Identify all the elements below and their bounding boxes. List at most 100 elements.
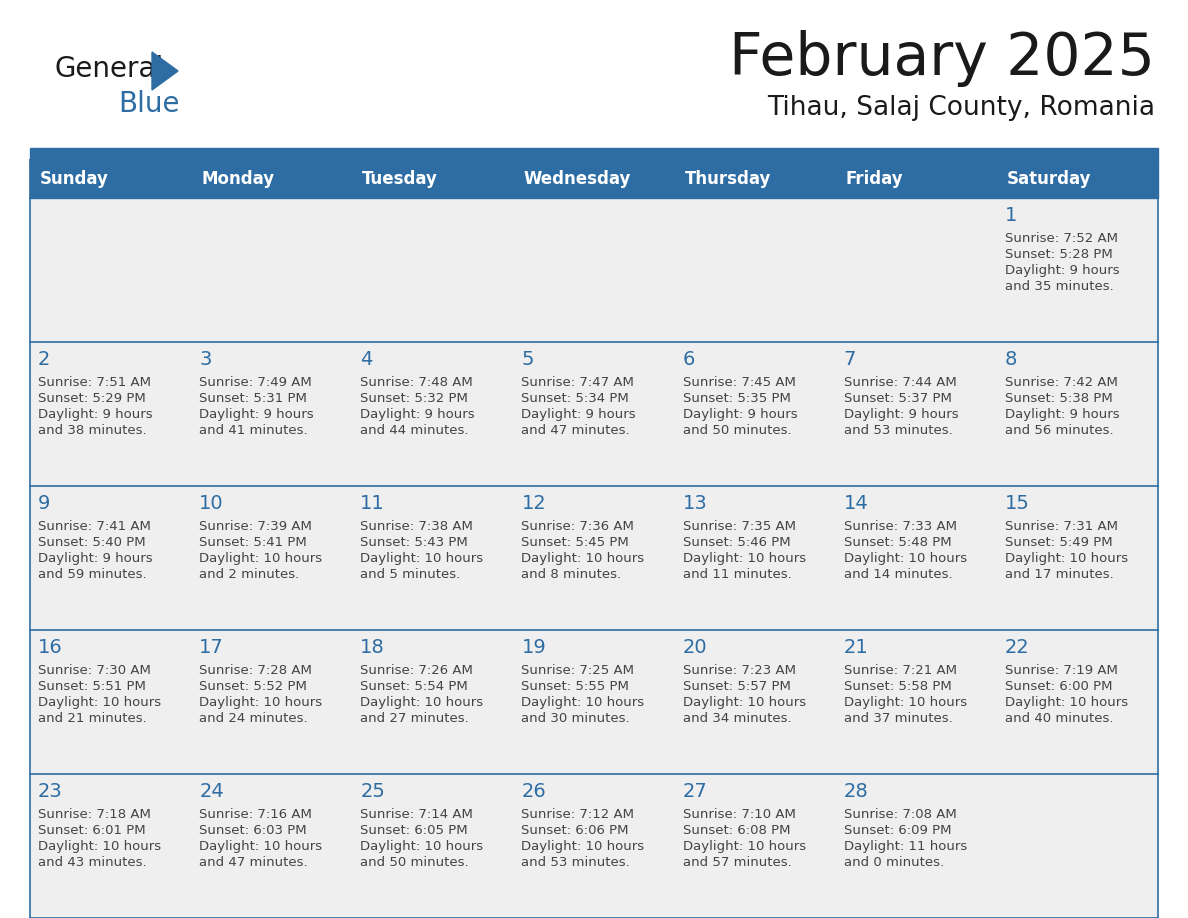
Text: and 47 minutes.: and 47 minutes. [522,424,630,437]
Polygon shape [152,52,178,90]
Bar [191,486,353,630]
Bar [30,342,191,486]
Text: Daylight: 9 hours: Daylight: 9 hours [38,408,152,421]
Bar [513,774,675,918]
Text: Sunrise: 7:52 AM: Sunrise: 7:52 AM [1005,232,1118,245]
Text: Sunset: 5:32 PM: Sunset: 5:32 PM [360,392,468,405]
Text: Daylight: 10 hours: Daylight: 10 hours [683,552,805,565]
Bar [675,198,835,342]
Text: 12: 12 [522,494,546,513]
Text: Sunset: 5:28 PM: Sunset: 5:28 PM [1005,248,1113,261]
Text: Sunrise: 7:14 AM: Sunrise: 7:14 AM [360,808,473,821]
Text: Daylight: 9 hours: Daylight: 9 hours [360,408,475,421]
Bar [997,486,1158,630]
Text: 15: 15 [1005,494,1030,513]
Text: Sunrise: 7:10 AM: Sunrise: 7:10 AM [683,808,796,821]
Text: Sunrise: 7:35 AM: Sunrise: 7:35 AM [683,520,796,533]
Text: Sunrise: 7:25 AM: Sunrise: 7:25 AM [522,664,634,677]
Bar [835,198,997,342]
Text: Daylight: 10 hours: Daylight: 10 hours [843,696,967,709]
Text: Daylight: 9 hours: Daylight: 9 hours [522,408,636,421]
Bar [191,342,353,486]
Text: Sunset: 5:49 PM: Sunset: 5:49 PM [1005,536,1112,549]
Text: 2: 2 [38,350,50,369]
Text: and 8 minutes.: and 8 minutes. [522,568,621,581]
Text: Sunrise: 7:39 AM: Sunrise: 7:39 AM [200,520,312,533]
Bar [353,198,513,342]
Text: Daylight: 10 hours: Daylight: 10 hours [360,696,484,709]
Text: Sunrise: 7:18 AM: Sunrise: 7:18 AM [38,808,151,821]
Text: Sunrise: 7:51 AM: Sunrise: 7:51 AM [38,376,151,389]
Text: Sunrise: 7:41 AM: Sunrise: 7:41 AM [38,520,151,533]
Bar [675,486,835,630]
Text: Sunset: 5:31 PM: Sunset: 5:31 PM [200,392,307,405]
Text: Sunrise: 7:26 AM: Sunrise: 7:26 AM [360,664,473,677]
Bar [191,198,353,342]
Text: and 53 minutes.: and 53 minutes. [843,424,953,437]
Text: 27: 27 [683,782,707,801]
Bar [997,198,1158,342]
Text: and 53 minutes.: and 53 minutes. [522,856,630,869]
Text: Sunset: 6:09 PM: Sunset: 6:09 PM [843,824,952,837]
Text: and 59 minutes.: and 59 minutes. [38,568,146,581]
Text: Sunset: 6:08 PM: Sunset: 6:08 PM [683,824,790,837]
Text: and 24 minutes.: and 24 minutes. [200,712,308,725]
Text: Daylight: 9 hours: Daylight: 9 hours [38,552,152,565]
Bar [513,342,675,486]
Text: and 38 minutes.: and 38 minutes. [38,424,146,437]
Text: Sunrise: 7:36 AM: Sunrise: 7:36 AM [522,520,634,533]
Text: 5: 5 [522,350,533,369]
Text: Daylight: 10 hours: Daylight: 10 hours [522,696,645,709]
Text: Sunset: 6:05 PM: Sunset: 6:05 PM [360,824,468,837]
Text: and 50 minutes.: and 50 minutes. [683,424,791,437]
Text: Thursday: Thursday [684,170,771,188]
Text: Sunset: 5:40 PM: Sunset: 5:40 PM [38,536,146,549]
Bar [835,486,997,630]
Text: and 11 minutes.: and 11 minutes. [683,568,791,581]
Text: and 0 minutes.: and 0 minutes. [843,856,943,869]
Bar [835,630,997,774]
Text: 6: 6 [683,350,695,369]
Text: Daylight: 9 hours: Daylight: 9 hours [683,408,797,421]
Text: Sunrise: 7:31 AM: Sunrise: 7:31 AM [1005,520,1118,533]
Text: Friday: Friday [846,170,903,188]
Bar [30,160,1158,198]
Text: Sunset: 5:51 PM: Sunset: 5:51 PM [38,680,146,693]
Text: 21: 21 [843,638,868,657]
Text: Sunrise: 7:47 AM: Sunrise: 7:47 AM [522,376,634,389]
Text: Sunrise: 7:21 AM: Sunrise: 7:21 AM [843,664,956,677]
Text: Sunrise: 7:28 AM: Sunrise: 7:28 AM [200,664,312,677]
Bar [30,774,191,918]
Text: 28: 28 [843,782,868,801]
Text: Daylight: 10 hours: Daylight: 10 hours [843,552,967,565]
Text: and 57 minutes.: and 57 minutes. [683,856,791,869]
Text: 10: 10 [200,494,223,513]
Text: Daylight: 9 hours: Daylight: 9 hours [1005,264,1119,277]
Text: Daylight: 10 hours: Daylight: 10 hours [38,696,162,709]
Bar [835,774,997,918]
Text: Tihau, Salaj County, Romania: Tihau, Salaj County, Romania [767,95,1155,121]
Text: Blue: Blue [118,90,179,118]
Text: 18: 18 [360,638,385,657]
Text: 13: 13 [683,494,707,513]
Text: Sunset: 5:29 PM: Sunset: 5:29 PM [38,392,146,405]
Text: Sunset: 5:52 PM: Sunset: 5:52 PM [200,680,307,693]
Text: and 43 minutes.: and 43 minutes. [38,856,146,869]
Text: and 21 minutes.: and 21 minutes. [38,712,147,725]
Text: Sunset: 5:58 PM: Sunset: 5:58 PM [843,680,952,693]
Text: Daylight: 10 hours: Daylight: 10 hours [38,840,162,853]
Text: 1: 1 [1005,206,1017,225]
Text: 8: 8 [1005,350,1017,369]
Text: and 17 minutes.: and 17 minutes. [1005,568,1113,581]
Text: Sunset: 5:35 PM: Sunset: 5:35 PM [683,392,790,405]
Bar [997,630,1158,774]
Text: Sunset: 5:46 PM: Sunset: 5:46 PM [683,536,790,549]
Text: and 50 minutes.: and 50 minutes. [360,856,469,869]
Text: Sunset: 5:54 PM: Sunset: 5:54 PM [360,680,468,693]
Text: 16: 16 [38,638,63,657]
Text: 3: 3 [200,350,211,369]
Text: 22: 22 [1005,638,1030,657]
Bar [513,486,675,630]
Text: Daylight: 10 hours: Daylight: 10 hours [683,840,805,853]
Text: and 41 minutes.: and 41 minutes. [200,424,308,437]
